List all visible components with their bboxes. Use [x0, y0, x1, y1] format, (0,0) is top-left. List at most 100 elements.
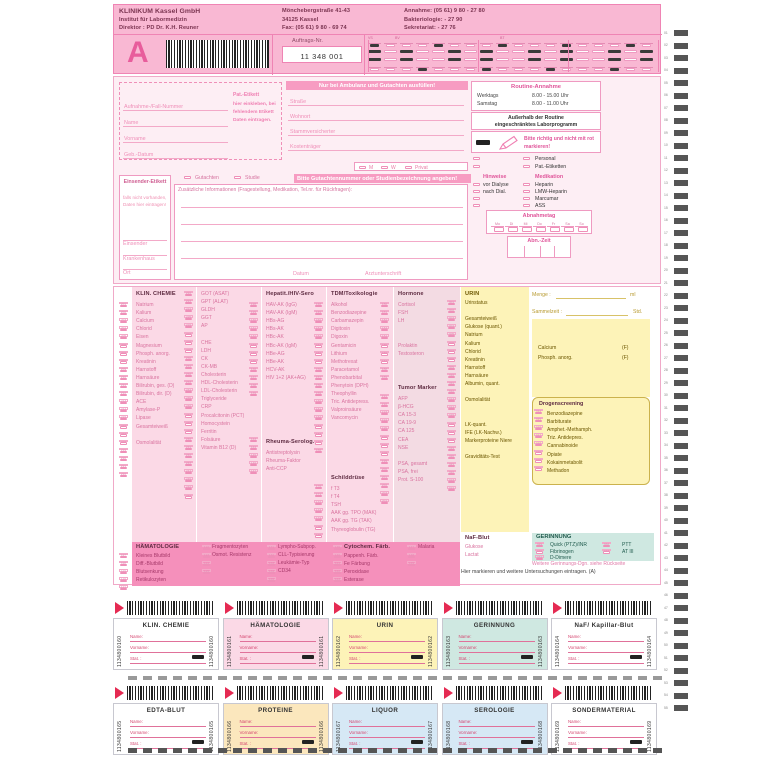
gerinnung-item[interactable]: Quick (PTZ)/INR: [550, 542, 587, 548]
test-checkbox[interactable]: 200: [380, 466, 389, 472]
test-checkbox[interactable]: 228: [184, 339, 193, 345]
test-checkbox[interactable]: 205: [119, 334, 128, 340]
test-checkbox[interactable]: 201: [119, 302, 128, 308]
mark-cell[interactable]: [466, 68, 475, 71]
test-checkbox[interactable]: 181: [380, 310, 389, 316]
haem-item[interactable]: CD34: [278, 568, 291, 575]
input-birthdate[interactable]: [123, 158, 228, 159]
mark-cell[interactable]: [418, 44, 427, 47]
test-item[interactable]: GGT: [201, 315, 212, 322]
haem-item[interactable]: Fe Färbung: [344, 561, 370, 568]
test-checkbox[interactable]: 137: [249, 374, 258, 380]
specimen-field-input[interactable]: [349, 737, 425, 738]
checkbox-sex-m[interactable]: [359, 166, 366, 169]
input-city[interactable]: [288, 120, 464, 121]
test-item[interactable]: Kalium: [465, 340, 481, 347]
specimen-field-input[interactable]: [130, 652, 206, 653]
mark-cell[interactable]: [432, 58, 445, 61]
test-checkbox[interactable]: 236: [184, 404, 193, 410]
test-checkbox[interactable]: 131: [249, 326, 258, 332]
gerinnung-checkbox[interactable]: 330: [535, 548, 544, 554]
haem-checkbox[interactable]: 139: [333, 545, 342, 551]
test-item[interactable]: LK-quant.: [465, 421, 487, 428]
haem-checkbox[interactable]: 142: [333, 569, 342, 575]
haem-checkbox[interactable]: 135: [267, 577, 276, 583]
mark-cell[interactable]: [448, 58, 461, 61]
test-checkbox[interactable]: 222: [119, 472, 128, 478]
mark-cell[interactable]: [386, 68, 395, 71]
mark-cell[interactable]: [546, 68, 555, 71]
specimen-field-input[interactable]: [239, 652, 316, 653]
test-item[interactable]: Lactat: [465, 552, 479, 559]
test-checkbox[interactable]: 214: [119, 407, 128, 413]
test-item[interactable]: Kalium: [136, 310, 152, 317]
checkbox-gutachten[interactable]: [184, 176, 191, 179]
mark-cell[interactable]: [560, 58, 573, 61]
test-checkbox[interactable]: 232: [184, 372, 193, 378]
test-checkbox[interactable]: 146: [249, 461, 258, 467]
test-item[interactable]: Gentamicin: [331, 342, 357, 349]
test-checkbox[interactable]: 307: [447, 348, 456, 354]
test-checkbox[interactable]: 202: [119, 310, 128, 316]
specimen-field-input[interactable]: [239, 737, 316, 738]
test-checkbox[interactable]: 310: [447, 372, 456, 378]
specimen-field-input[interactable]: [349, 726, 425, 727]
day-checkbox-mo[interactable]: [493, 227, 504, 232]
mark-cell[interactable]: [562, 44, 571, 47]
mark-cell[interactable]: [624, 50, 637, 53]
test-checkbox[interactable]: 315: [534, 417, 543, 423]
test-checkbox[interactable]: 148: [314, 302, 323, 308]
test-checkbox[interactable]: 184: [380, 334, 389, 340]
test-checkbox[interactable]: 204: [380, 499, 389, 505]
test-item[interactable]: Amylase-P: [136, 407, 161, 414]
specimen-field-input[interactable]: [349, 663, 425, 664]
haem-checkbox[interactable]: 132: [267, 553, 276, 559]
specimen-field-input[interactable]: [568, 737, 644, 738]
test-item[interactable]: AP: [201, 323, 208, 330]
test-checkbox[interactable]: 243: [184, 461, 193, 467]
test-item[interactable]: Graviditäts-Test: [465, 453, 500, 460]
test-item[interactable]: HIV 1+2 (AK+AG): [266, 374, 306, 381]
test-checkbox[interactable]: 208: [119, 358, 128, 364]
specimen-field-input[interactable]: [239, 641, 316, 642]
test-checkbox[interactable]: 186: [380, 350, 389, 356]
mark-cell[interactable]: [480, 50, 493, 53]
mark-cell[interactable]: [498, 68, 507, 71]
test-checkbox[interactable]: 229: [184, 347, 193, 353]
mark-cell[interactable]: [642, 68, 651, 71]
mark-cell[interactable]: [610, 68, 619, 71]
specimen-field-input[interactable]: [130, 737, 206, 738]
mark-cell[interactable]: [402, 44, 411, 47]
test-checkbox[interactable]: 217: [119, 431, 128, 437]
specimen-field-input[interactable]: [130, 726, 206, 727]
mark-cell[interactable]: [578, 68, 587, 71]
test-checkbox[interactable]: 166: [314, 447, 323, 453]
test-item[interactable]: Gesamteiweiß: [136, 423, 168, 430]
mark-cell[interactable]: [480, 58, 493, 61]
test-checkbox[interactable]: 234: [184, 388, 193, 394]
haem-checkbox[interactable]: 125: [202, 569, 211, 575]
test-checkbox[interactable]: 301: [447, 300, 456, 306]
test-checkbox[interactable]: 218: [119, 439, 128, 445]
mark-cell[interactable]: [400, 58, 413, 61]
test-checkbox[interactable]: 139: [249, 391, 258, 397]
test-item[interactable]: Valproinsäure: [331, 407, 362, 414]
test-item[interactable]: CA 19-9: [398, 420, 417, 427]
haem-item[interactable]: Peroxidase: [344, 569, 370, 576]
mark-cell[interactable]: [624, 58, 637, 61]
test-checkbox[interactable]: 207: [119, 350, 128, 356]
mark-cell[interactable]: [530, 44, 539, 47]
specimen-field-input[interactable]: [130, 748, 206, 749]
test-item[interactable]: Phenobarbital: [331, 374, 362, 381]
test-checkbox[interactable]: 162: [314, 415, 323, 421]
day-checkbox-fr[interactable]: [549, 227, 560, 232]
haem-item[interactable]: Retikulozyten: [136, 577, 167, 584]
test-item[interactable]: Antistreptolysin: [266, 450, 300, 456]
test-checkbox[interactable]: 203: [380, 491, 389, 497]
haem-checkbox[interactable]: 131: [267, 545, 276, 551]
test-checkbox[interactable]: 182: [380, 318, 389, 324]
haem-checkbox[interactable]: 118: [119, 561, 128, 567]
test-checkbox[interactable]: 203: [119, 318, 128, 324]
test-item[interactable]: CEA: [398, 436, 409, 443]
mark-cell[interactable]: [530, 68, 539, 71]
